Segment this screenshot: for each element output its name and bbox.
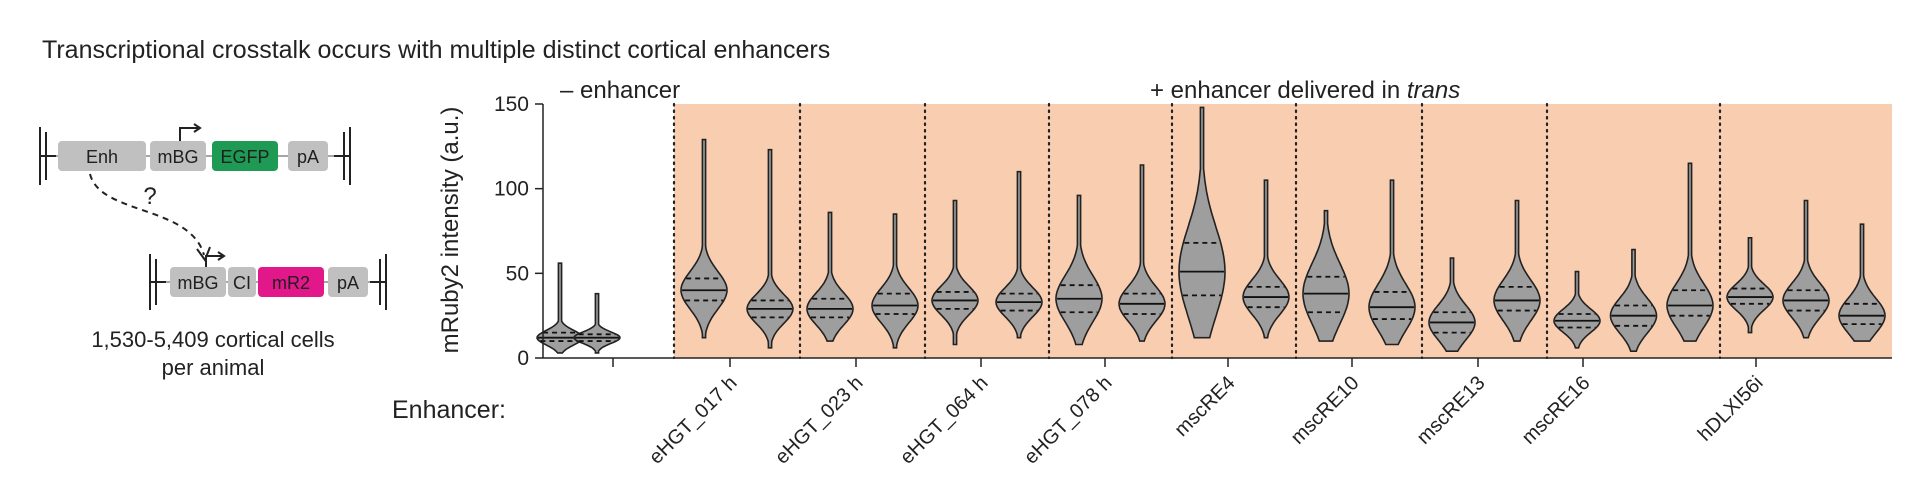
violin [536,262,584,354]
enh-box [58,141,146,171]
pa-label-top: pA [297,147,319,167]
violin [1178,106,1226,339]
x-tick-label: mscRE13 [1413,372,1490,449]
violin-body [1428,257,1476,352]
question-mark: ? [143,183,156,210]
mbg-label-top: mBG [157,147,198,167]
ci-label: CI [233,273,251,293]
violin [995,170,1043,339]
x-tick-label: hDLXI56i [1694,372,1768,446]
mr2-box [258,267,324,297]
itr-right-icon [334,127,351,185]
violin [1055,194,1103,346]
violin [1302,209,1350,342]
mbg-box-bottom [170,267,226,297]
egfp-box [212,141,278,171]
cells-caption-line1: 1,530-5,409 cortical cells [91,327,335,352]
construct-schematic: Enh mBG EGFP pA ? mBG CI mR2 pA [39,123,387,310]
violin-body [1782,199,1830,339]
violin [1782,199,1830,339]
violin [1609,248,1658,352]
y-tick-label: 150 [494,93,529,116]
violin [1428,257,1476,352]
violin [746,148,794,349]
promoter-arrow-icon [179,127,198,141]
violin-body [573,292,621,354]
violin [1838,223,1886,342]
plus-enhancer-label: + enhancer delivered in trans [1150,77,1460,104]
violin-body [1178,106,1226,339]
violin-body [680,138,728,339]
violin [1118,164,1166,342]
enh-label: Enh [86,147,118,167]
y-tick-label: 50 [506,262,529,285]
violin-body [1838,223,1886,342]
violin [680,138,728,339]
x-tick-label: eHGT_064 h [896,372,993,469]
x-tick-label: eHGT_023 h [771,372,868,469]
violin [573,292,621,354]
violin [1553,270,1601,349]
pa-box-top [288,141,328,171]
y-tick-label: 100 [494,178,529,201]
violin-body [1118,164,1166,342]
x-tick-label: mscRE10 [1287,372,1364,449]
violin [1493,199,1541,342]
plus-enhancer-italic: trans [1407,77,1460,104]
y-axis-label: mRuby2 intensity (a.u.) [437,107,464,354]
violin-body [1368,179,1416,346]
figure-title: Transcriptional crosstalk occurs with mu… [42,36,831,64]
violin [806,211,854,342]
itr-right-icon [370,254,387,310]
cells-caption: 1,530-5,409 cortical cells per animal [48,326,378,382]
itr-left-icon [149,254,166,310]
violin-body [1242,179,1290,339]
minus-enhancer-label: – enhancer [560,77,680,104]
promoter-arrow-icon [205,255,222,267]
violin-body [1726,237,1774,334]
x-tick-label: eHGT_017 h [645,372,742,469]
egfp-label: EGFP [220,147,269,167]
violin-body [1666,162,1714,342]
violin [871,213,919,349]
crosstalk-arrow-icon [89,173,205,256]
x-tick-label: mscRE16 [1518,372,1595,449]
violin-body [1055,194,1103,346]
y-tick-label: 0 [517,347,529,370]
pa-box-bottom [328,267,368,297]
violin-body [746,148,794,349]
x-tick-label: eHGT_078 h [1020,372,1117,469]
x-tick-label: mscRE4 [1171,372,1240,441]
ci-box [228,267,256,297]
cells-caption-line2: per animal [161,355,265,380]
violin-body [1553,270,1601,349]
violin-body [995,170,1043,339]
violin [1666,162,1714,342]
violin [931,199,979,346]
mr2-label: mR2 [272,273,310,293]
mbg-label-bottom: mBG [177,273,218,293]
pa-label-bottom: pA [337,273,359,293]
plus-enhancer-prefix: + enhancer delivered in [1150,77,1407,104]
mbg-box-top [150,141,206,171]
itr-left-icon [39,127,56,185]
violin [1368,179,1416,346]
violin-body [1493,199,1541,342]
violin [1726,237,1774,334]
enhancer-row-label: Enhancer: [392,396,506,424]
violin [1242,179,1290,339]
violin-body [536,262,584,354]
